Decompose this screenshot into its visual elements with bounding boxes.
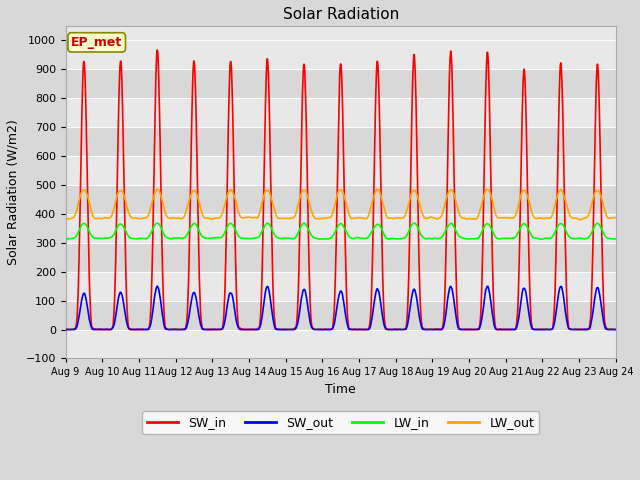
SW_in [547, 326, 555, 332]
SW_out [612, 327, 620, 333]
LW_in [246, 236, 253, 241]
Line: LW_in: LW_in [65, 223, 616, 239]
LW_in [184, 230, 192, 236]
Bar [65, 330, 616, 359]
LW_out [577, 217, 584, 223]
LW_in [171, 235, 179, 241]
Bar [65, 69, 616, 98]
SW_out [184, 318, 192, 324]
Line: LW_out: LW_out [65, 189, 616, 220]
SW_out [547, 327, 554, 333]
Bar [65, 272, 616, 300]
SW_in [612, 327, 620, 333]
Text: EP_met: EP_met [71, 36, 122, 49]
LW_out [612, 215, 620, 220]
LW_out [61, 216, 69, 221]
LW_in [61, 236, 69, 242]
Legend: SW_in, SW_out, LW_in, LW_out: SW_in, SW_out, LW_in, LW_out [142, 411, 540, 434]
LW_out [184, 202, 192, 207]
SW_out [61, 327, 69, 333]
Bar [65, 300, 616, 330]
Bar [65, 214, 616, 243]
Bar [65, 98, 616, 127]
LW_in [537, 236, 545, 242]
SW_in [154, 47, 161, 53]
SW_in [246, 327, 254, 333]
LW_out [374, 186, 381, 192]
SW_in [172, 326, 179, 332]
LW_in [612, 236, 620, 242]
Bar [65, 40, 616, 69]
Title: Solar Radiation: Solar Radiation [283, 7, 399, 22]
X-axis label: Time: Time [325, 383, 356, 396]
LW_out [426, 215, 434, 220]
LW_in [547, 235, 555, 241]
LW_in [426, 236, 434, 241]
LW_in [410, 220, 418, 226]
LW_in [498, 236, 506, 241]
Line: SW_in: SW_in [65, 50, 616, 330]
Bar [65, 156, 616, 185]
SW_out [498, 327, 506, 333]
Line: SW_out: SW_out [65, 286, 616, 330]
SW_in [100, 327, 108, 333]
SW_in [427, 326, 435, 332]
SW_out [154, 283, 161, 289]
Y-axis label: Solar Radiation (W/m2): Solar Radiation (W/m2) [7, 120, 20, 265]
SW_out [171, 327, 179, 333]
SW_in [185, 275, 193, 281]
SW_out [246, 327, 253, 333]
SW_out [426, 327, 434, 333]
LW_out [171, 215, 179, 221]
Bar [65, 127, 616, 156]
LW_out [547, 215, 554, 221]
Bar [65, 243, 616, 272]
SW_in [61, 326, 69, 332]
Bar [65, 185, 616, 214]
LW_out [246, 214, 253, 220]
LW_out [498, 215, 506, 221]
SW_in [499, 327, 506, 333]
